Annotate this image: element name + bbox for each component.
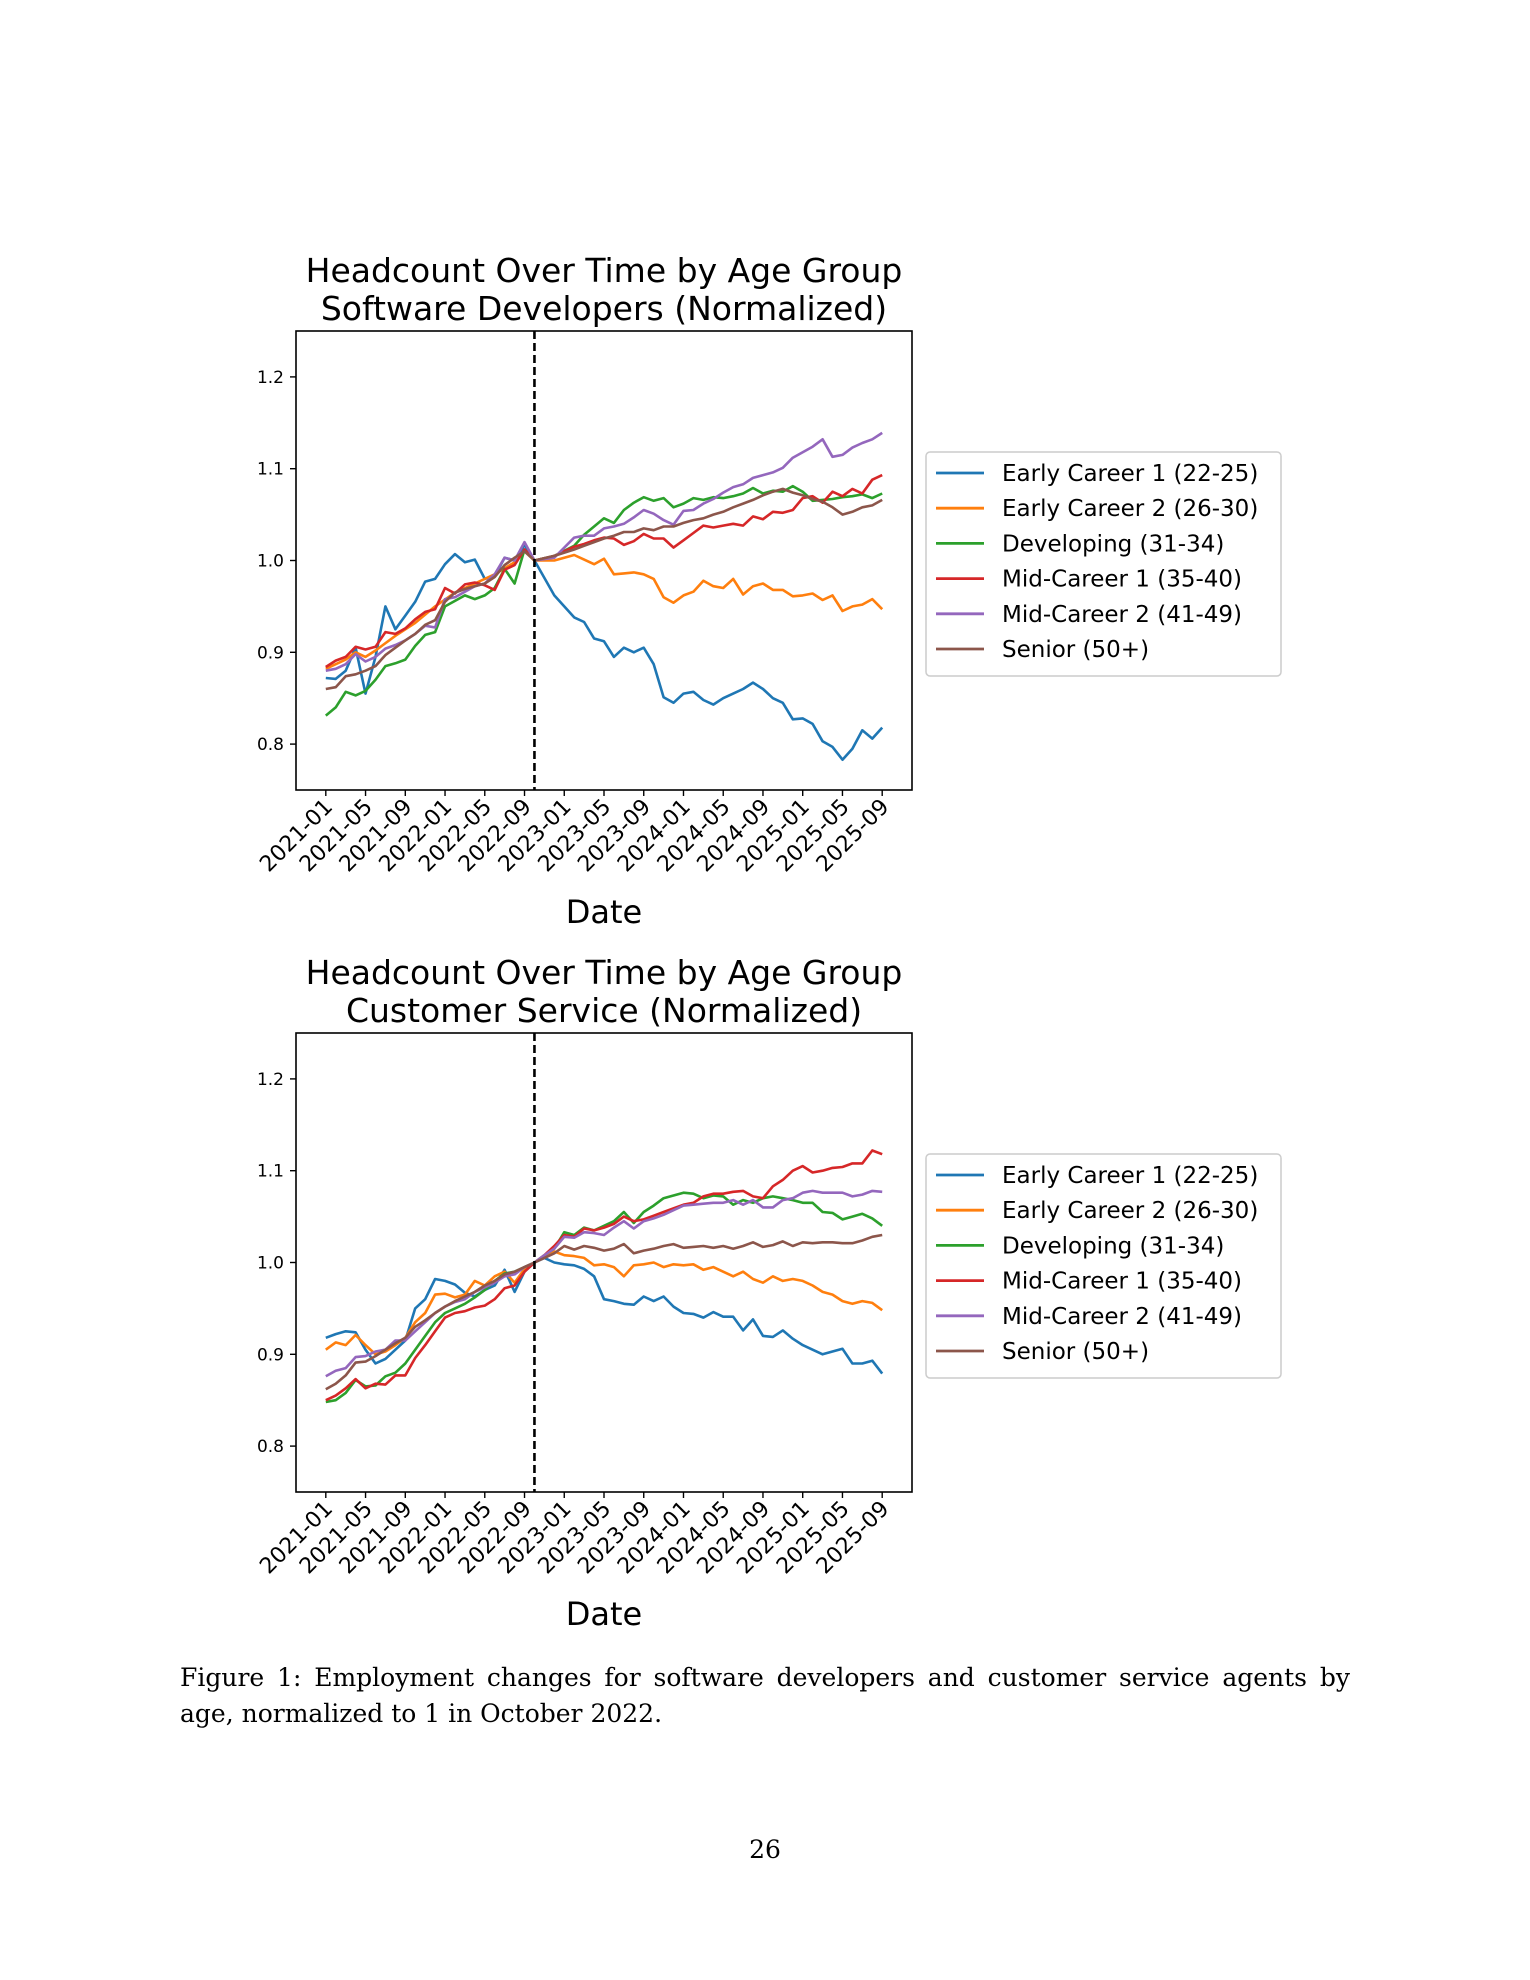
software-developers-chart: Headcount Over Time by Age GroupSoftware… xyxy=(255,251,1282,931)
customer-service-chart: Headcount Over Time by Age GroupCustomer… xyxy=(255,953,1282,1633)
x-axis-label: Date xyxy=(566,893,642,931)
legend-label-1: Early Career 2 (26-30) xyxy=(1002,1198,1258,1224)
y-tick-label: 0.9 xyxy=(257,643,284,663)
legend-label-3: Mid-Career 1 (35-40) xyxy=(1002,567,1242,593)
series-line-1 xyxy=(325,1250,883,1356)
legend-label-2: Developing (31-34) xyxy=(1002,531,1224,557)
series-line-5 xyxy=(325,1233,883,1391)
series-line-3 xyxy=(325,473,883,669)
legend-label-5: Senior (50+) xyxy=(1002,1339,1149,1365)
y-tick-label: 1.0 xyxy=(257,552,284,572)
legend-box xyxy=(925,1153,1282,1379)
legend-label-5: Senior (50+) xyxy=(1002,637,1149,663)
y-tick-label: 1.2 xyxy=(257,1070,284,1090)
legend-label-1: Early Career 2 (26-30) xyxy=(1002,496,1258,522)
chart-title-line: Software Developers (Normalized) xyxy=(321,289,887,328)
legend-label-2: Developing (31-34) xyxy=(1002,1233,1224,1259)
y-tick-label: 1.2 xyxy=(257,368,284,388)
y-tick-label: 1.1 xyxy=(257,460,284,480)
page-number: 26 xyxy=(749,1835,781,1864)
legend-label-0: Early Career 1 (22-25) xyxy=(1002,461,1258,487)
legend-label-4: Mid-Career 2 (41-49) xyxy=(1002,1304,1242,1330)
y-tick-label: 0.9 xyxy=(257,1345,284,1365)
series-line-0 xyxy=(325,1256,884,1375)
chart-title-line: Customer Service (Normalized) xyxy=(346,991,862,1030)
series-line-2 xyxy=(324,484,883,717)
series-line-4 xyxy=(325,1189,883,1378)
series-line-0 xyxy=(325,543,884,762)
chart-title-line: Headcount Over Time by Age Group xyxy=(306,251,903,290)
series-line-3 xyxy=(325,1149,883,1402)
legend-label-4: Mid-Career 2 (41-49) xyxy=(1002,602,1242,628)
y-tick-label: 0.8 xyxy=(257,1437,284,1457)
legend-label-0: Early Career 1 (22-25) xyxy=(1002,1163,1258,1189)
x-axis-label: Date xyxy=(566,1595,642,1633)
legend-box xyxy=(925,451,1282,677)
y-tick-label: 1.1 xyxy=(257,1162,284,1182)
series-line-4 xyxy=(325,431,883,672)
y-tick-label: 1.0 xyxy=(257,1254,284,1274)
chart-title-line: Headcount Over Time by Age Group xyxy=(306,953,903,992)
plot-frame xyxy=(295,1032,913,1493)
series-line-5 xyxy=(325,487,883,691)
legend-label-3: Mid-Career 1 (35-40) xyxy=(1002,1269,1242,1295)
figure-caption: Figure 1: Employment changes for softwar… xyxy=(180,1663,1350,1728)
y-tick-label: 0.8 xyxy=(257,735,284,755)
